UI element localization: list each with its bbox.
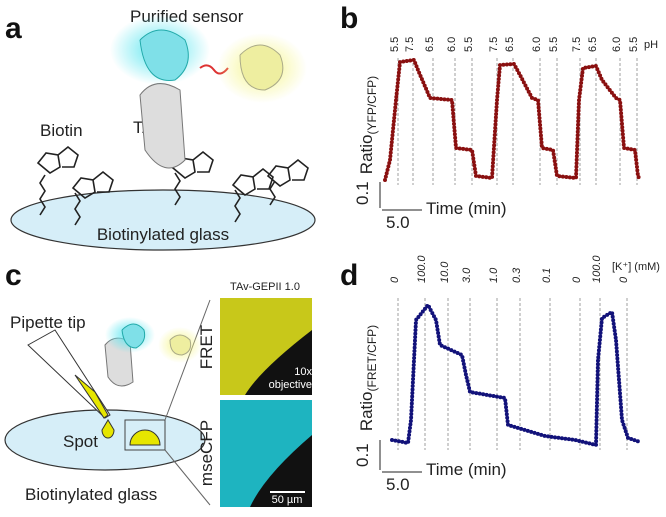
- condition-label: 0: [618, 276, 630, 283]
- glass-label: Biotinylated glass: [25, 485, 157, 504]
- plot-d: 0 100.0 10.0 3.0 1.0 0.3 0.1 0 100.0 0: [389, 255, 642, 450]
- y-label-sub: (FRET/CFP): [365, 325, 379, 392]
- biotin-label: Biotin: [40, 121, 83, 140]
- x-scale: 5.0: [386, 213, 410, 232]
- condition-label: 6.0: [611, 37, 623, 52]
- condition-label: 0: [571, 276, 583, 283]
- pipette-label: Pipette tip: [10, 313, 86, 332]
- condition-label: 7.5: [488, 37, 500, 52]
- condition-label: 7.5: [571, 37, 583, 52]
- condition-label: 6.5: [504, 37, 516, 52]
- condition-label: 0.3: [511, 267, 523, 283]
- drop: [101, 419, 115, 439]
- sensor-illustration: [104, 317, 202, 387]
- pipette-liquid: [74, 374, 109, 419]
- zoom-box: [124, 419, 166, 451]
- y-label: Ratio(YFP/CFP): [357, 76, 379, 174]
- condition-label: 100.0: [416, 255, 428, 283]
- condition-label: 0.1: [541, 268, 553, 283]
- condition-label: 7.5: [404, 37, 416, 52]
- condition-label: 6.0: [446, 37, 458, 52]
- panel-letter: c: [5, 259, 22, 292]
- y-label-main: Ratio: [357, 391, 376, 431]
- y-scale: 0.1: [353, 181, 372, 205]
- plot-b: 5.5 7.5 6.5 6.0 5.5 7.5 6.5 6.0 5.5 7.5 6.5 6.0 5.5: [383, 37, 642, 185]
- panel-letter: d: [340, 259, 358, 292]
- glass: [10, 189, 316, 251]
- zoom-line: [164, 449, 211, 506]
- cfp-image-edge: [250, 435, 312, 507]
- objective-label: 10x objective: [268, 366, 312, 391]
- condition-label: 5.5: [389, 37, 401, 52]
- y-label-main: Ratio: [357, 134, 376, 174]
- condition-unit: pH: [644, 39, 658, 51]
- glass-label: Biotinylated glass: [97, 225, 229, 244]
- fret-label: FRET: [197, 325, 216, 369]
- cfp-label: mseCFP: [197, 420, 216, 486]
- condition-label: 3.0: [461, 267, 473, 283]
- x-label: Time (min): [426, 460, 507, 479]
- panel-letter: b: [340, 2, 358, 35]
- condition-label: 6.0: [531, 37, 543, 52]
- panel-letter: a: [5, 12, 22, 45]
- sensor-illustration: [110, 15, 307, 169]
- sensor-title: TAv-GEPII 1.0: [230, 281, 300, 293]
- condition-label: 5.5: [548, 37, 560, 52]
- condition-label: 1.0: [488, 267, 500, 283]
- x-scale: 5.0: [386, 475, 410, 494]
- condition-label: 0: [389, 276, 401, 283]
- glass: [4, 409, 206, 471]
- spot-label: Spot: [63, 432, 98, 451]
- condition-label: 5.5: [463, 37, 475, 52]
- objective-box: 10x objective: [268, 366, 312, 391]
- condition-label: 10.0: [439, 261, 451, 283]
- spot: [129, 429, 161, 446]
- trace: [383, 57, 642, 182]
- condition-label: 100.0: [591, 255, 603, 283]
- y-label: Ratio(FRET/CFP): [357, 325, 379, 431]
- y-label-sub: (YFP/CFP): [365, 76, 379, 135]
- x-label: Time (min): [426, 199, 507, 218]
- trace: [390, 301, 642, 448]
- condition-label: 6.5: [424, 37, 436, 52]
- y-scale: 0.1: [353, 443, 372, 467]
- condition-label: 6.5: [587, 37, 599, 52]
- scale-label: 50 µm: [272, 494, 303, 506]
- fret-image-edge: [245, 330, 312, 395]
- condition-unit: [K⁺] (mM): [612, 261, 660, 273]
- condition-label: 5.5: [628, 37, 640, 52]
